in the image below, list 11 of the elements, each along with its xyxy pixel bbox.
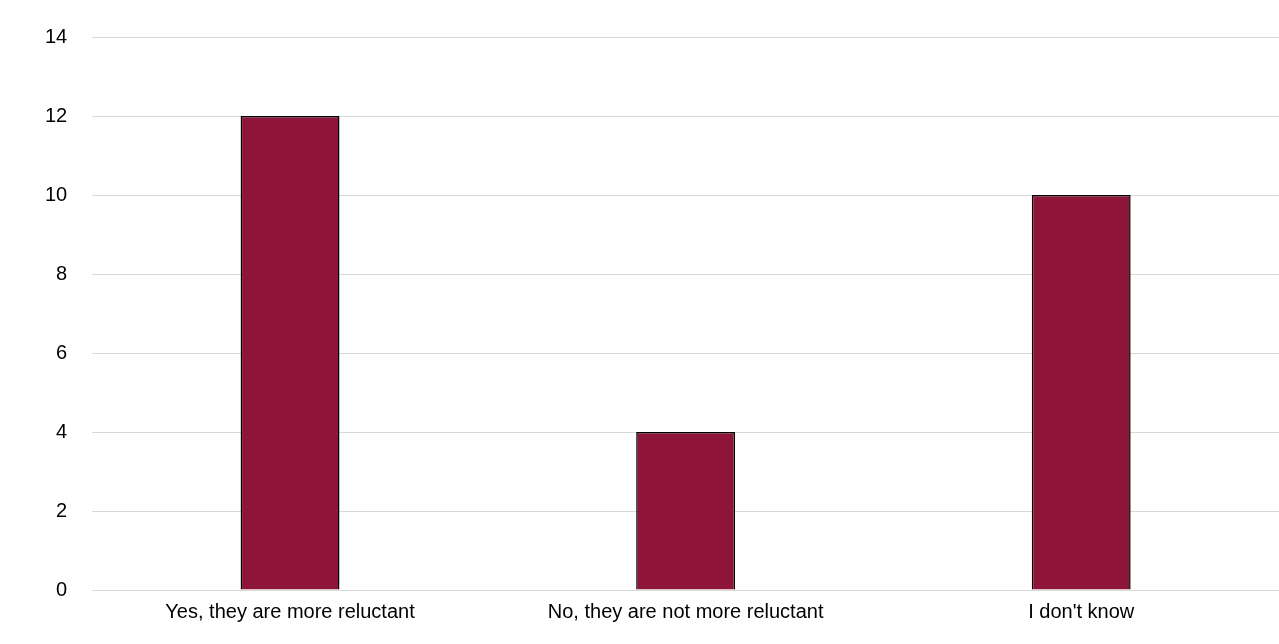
y-tick-label: 14 [45, 24, 68, 47]
x-tick-label: No, they are not more reluctant [547, 599, 824, 622]
y-tick-label: 0 [56, 577, 68, 600]
x-tick-label: I don't know [1028, 599, 1135, 622]
y-tick-label: 12 [45, 103, 68, 126]
y-tick-label: 6 [56, 340, 68, 363]
y-tick-label: 4 [56, 419, 68, 442]
y-tick-label: 10 [45, 182, 68, 205]
y-tick-label: 2 [56, 498, 68, 521]
y-tick-label: 8 [56, 261, 68, 284]
x-tick-label: Yes, they are more reluctant [165, 599, 416, 622]
